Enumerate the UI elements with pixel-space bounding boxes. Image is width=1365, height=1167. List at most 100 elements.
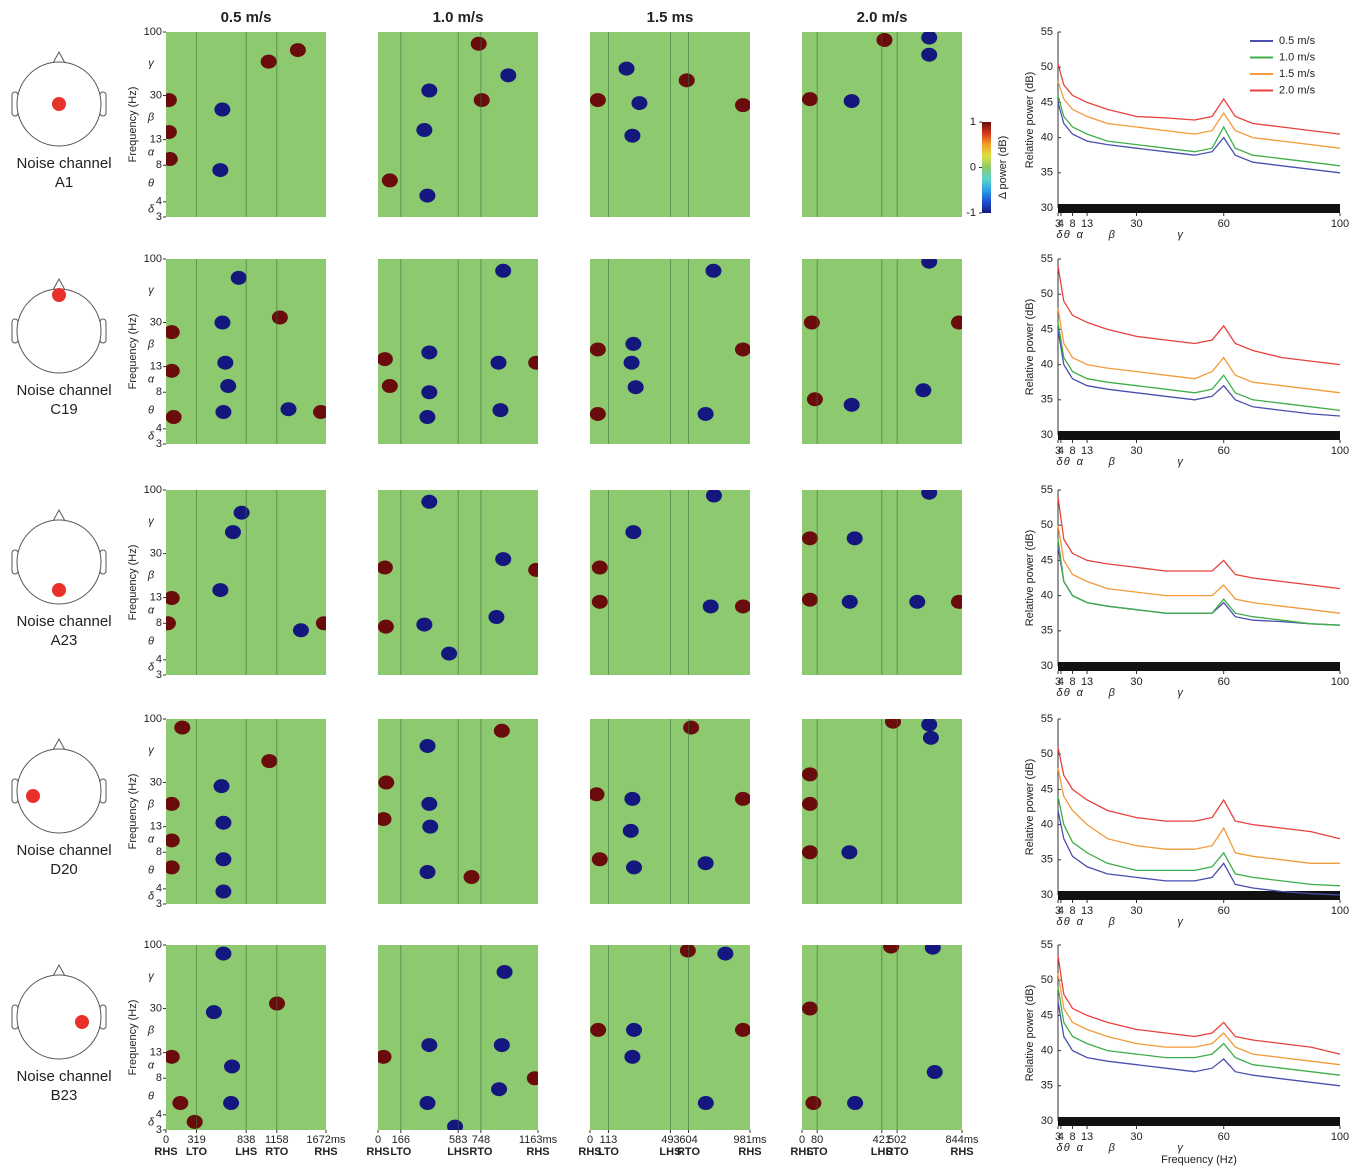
y-tick-label: 35 <box>1041 167 1053 179</box>
power-blob <box>628 380 644 394</box>
power-blob <box>471 37 487 51</box>
band-label: δ <box>1056 916 1063 928</box>
x-tick-label: 844ms <box>945 1134 979 1146</box>
y-tick-label: 30 <box>1041 1115 1053 1127</box>
power-blob <box>234 506 250 520</box>
x-tick-label: 60 <box>1218 1131 1230 1143</box>
power-blob <box>626 1023 642 1037</box>
x-tick-label: 60 <box>1218 905 1230 917</box>
power-blob <box>161 125 177 139</box>
y-tick-label: 45 <box>1041 96 1053 108</box>
band-label: θ <box>148 864 154 876</box>
event-label: RHS <box>314 1146 337 1158</box>
band-label: γ <box>1177 687 1184 699</box>
power-blob <box>807 392 823 406</box>
band-label: β <box>1108 229 1116 241</box>
power-blob <box>683 721 699 735</box>
power-blob <box>290 43 306 57</box>
y-axis-label: Relative power (dB) <box>1024 72 1036 169</box>
power-blob <box>802 593 818 607</box>
power-blob <box>589 787 605 801</box>
spectrum-line <box>1058 539 1340 625</box>
y-axis-label: Frequency (Hz) <box>127 1000 139 1076</box>
band-label: δ <box>1056 456 1063 468</box>
spectrum-line <box>1058 987 1340 1075</box>
power-blob <box>921 486 937 500</box>
band-label: γ <box>1177 1142 1184 1154</box>
legend-label: 1.0 m/s <box>1279 51 1316 63</box>
power-blob <box>220 379 236 393</box>
electrode <box>52 288 66 302</box>
power-blob <box>876 33 892 47</box>
y-tick-label: 40 <box>1041 132 1053 144</box>
y-tick-label: 100 <box>144 253 162 265</box>
y-tick-label: 100 <box>144 713 162 725</box>
power-blob <box>883 940 899 954</box>
band-label: α <box>1077 916 1084 928</box>
significance-bar <box>1058 431 1340 440</box>
power-blob <box>844 94 860 108</box>
legend-label: 0.5 m/s <box>1279 35 1316 47</box>
power-blob <box>841 845 857 859</box>
y-axis-label: Frequency (Hz) <box>127 774 139 850</box>
power-blob <box>735 792 751 806</box>
spectrum-line <box>1058 525 1340 613</box>
band-label: γ <box>148 971 155 983</box>
y-tick-label: 100 <box>144 484 162 496</box>
figure: 0.5 m/s1.0 m/s1.5 ms2.0 m/sNoise channel… <box>0 0 1365 1167</box>
event-label: RTO <box>677 1146 700 1158</box>
power-blob <box>592 561 608 575</box>
event-label: LHS <box>447 1146 469 1158</box>
power-blob <box>420 1096 436 1110</box>
event-label: RHS <box>366 1146 389 1158</box>
electrode <box>26 789 40 803</box>
power-blob <box>261 754 277 768</box>
power-blob <box>842 595 858 609</box>
y-tick-label: 45 <box>1041 1009 1053 1021</box>
y-tick-label: 8 <box>156 617 162 629</box>
legend-label: 2.0 m/s <box>1279 84 1316 96</box>
electrode <box>52 583 66 597</box>
power-blob <box>921 718 937 732</box>
power-blob <box>925 941 941 955</box>
power-blob <box>494 724 510 738</box>
power-blob <box>421 1038 437 1052</box>
channel-label: Noise channel <box>16 1068 111 1085</box>
y-tick-label: 50 <box>1041 748 1053 760</box>
y-tick-label: 3 <box>156 211 162 223</box>
band-label: δ <box>148 661 155 673</box>
x-tick-label: 30 <box>1130 905 1142 917</box>
y-tick-label: 13 <box>150 361 162 373</box>
y-tick-label: 45 <box>1041 783 1053 795</box>
y-tick-label: 55 <box>1041 713 1053 725</box>
power-blob <box>164 797 180 811</box>
power-blob <box>951 316 967 330</box>
band-label: δ <box>148 203 155 215</box>
power-blob <box>624 129 640 143</box>
x-tick-label: 8 <box>1069 445 1075 457</box>
band-label: α <box>148 373 155 385</box>
panel-background <box>590 259 750 444</box>
colorbar <box>982 122 991 213</box>
y-tick-label: 50 <box>1041 974 1053 986</box>
power-blob <box>420 739 436 753</box>
channel-name: C19 <box>50 401 78 418</box>
y-tick-label: 55 <box>1041 253 1053 265</box>
column-title: 2.0 m/s <box>857 9 908 26</box>
band-label: α <box>148 146 155 158</box>
significance-bar <box>1058 1117 1340 1126</box>
x-tick-label: 8 <box>1069 1131 1075 1143</box>
power-blob <box>590 1023 606 1037</box>
y-tick-label: 50 <box>1041 519 1053 531</box>
power-blob <box>592 852 608 866</box>
power-blob <box>420 865 436 879</box>
panel-background <box>590 32 750 217</box>
y-tick-label: 100 <box>144 939 162 951</box>
power-blob <box>215 816 231 830</box>
band-label: α <box>1077 1142 1084 1154</box>
x-tick-label: 80 <box>811 1134 823 1146</box>
power-blob <box>214 316 230 330</box>
head-nose <box>53 510 65 521</box>
band-label: δ <box>1056 1142 1063 1154</box>
y-tick-label: 30 <box>150 1002 162 1014</box>
